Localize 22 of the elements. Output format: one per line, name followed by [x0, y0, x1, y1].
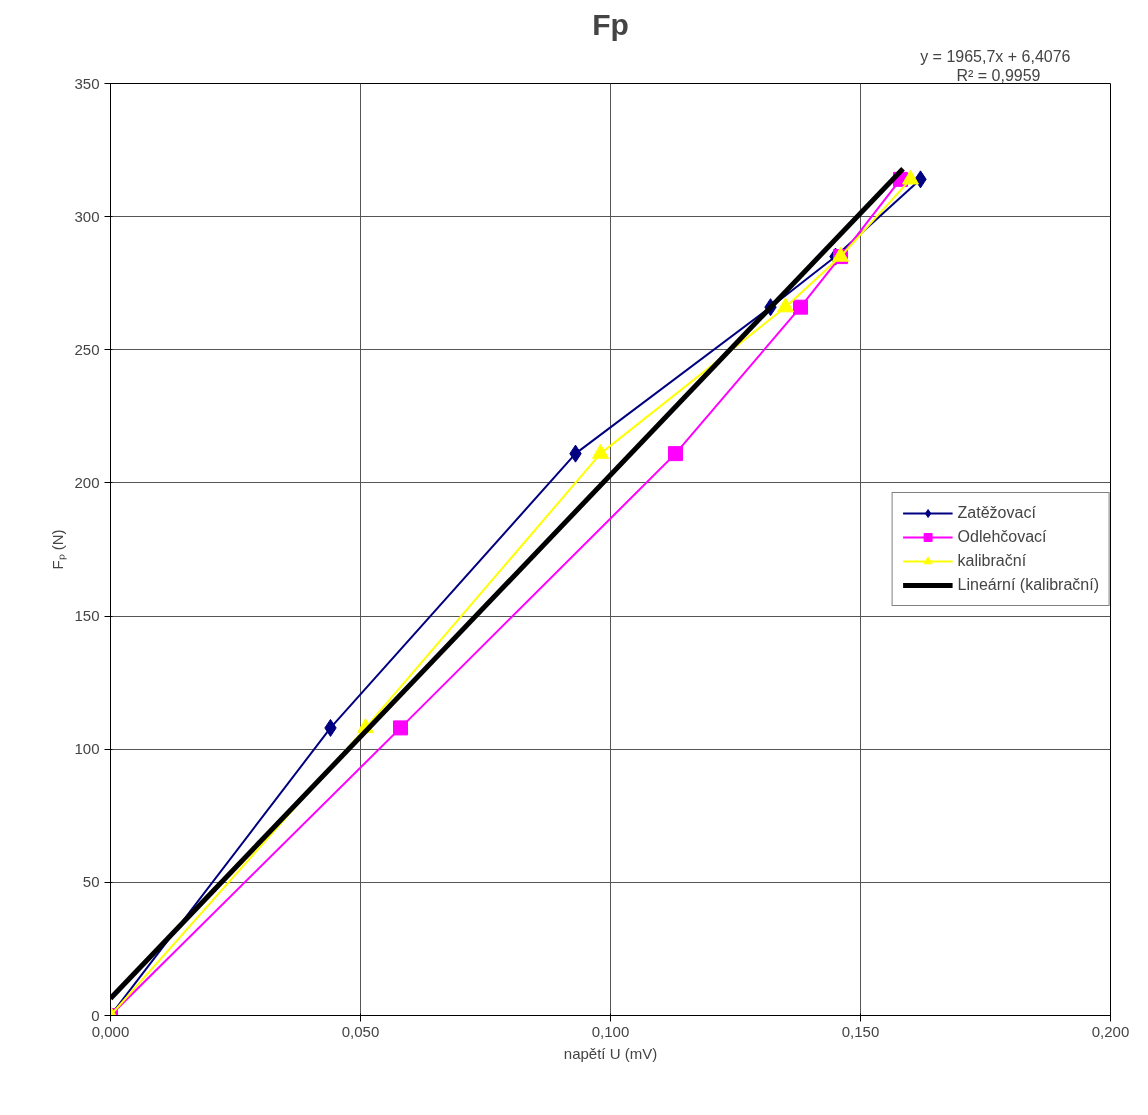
- legend-label: kalibrační: [957, 552, 1027, 570]
- x-tick-label: 0,050: [341, 1022, 380, 1040]
- x-tick-label: 0,000: [91, 1022, 130, 1040]
- annotation: R² = 0,9959: [956, 66, 1041, 84]
- y-tick-label: 50: [82, 873, 100, 891]
- text: y = 1965,7x + 6,4076: [920, 47, 1071, 65]
- chart-title: Fp: [592, 7, 629, 41]
- y-tick-label: 100: [74, 740, 100, 758]
- y-tick-label: 150: [74, 607, 100, 625]
- y-tick-label: 200: [74, 473, 100, 491]
- x-tick-label: 0,200: [1091, 1022, 1130, 1040]
- y-tick-label: 350: [74, 74, 100, 92]
- x-tick-label: 0,150: [841, 1022, 880, 1040]
- y-axis-title: Fₚ (N): [49, 529, 68, 570]
- legend-label: Zatěžovací: [957, 504, 1036, 522]
- y-tick-label: 250: [74, 340, 100, 358]
- legend-label: Lineární (kalibrační): [957, 576, 1099, 594]
- y-tick-label: 300: [74, 207, 100, 225]
- x-tick-label: 0,100: [591, 1022, 630, 1040]
- legend-label: Odlehčovací: [957, 528, 1047, 546]
- x-axis-title: napětí U (mV): [563, 1044, 658, 1062]
- y-tick-label: 0: [91, 1006, 100, 1024]
